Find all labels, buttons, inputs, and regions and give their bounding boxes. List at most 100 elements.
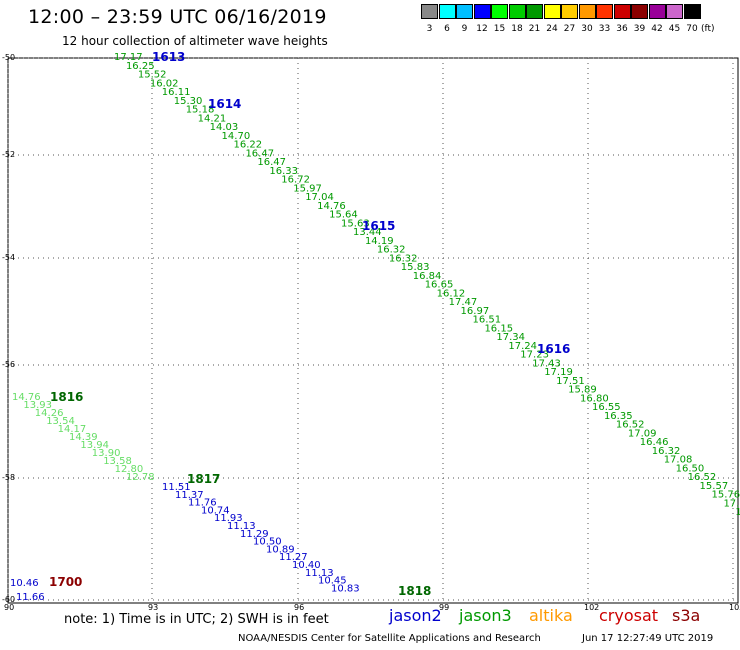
wave-height-value: 16.80 — [580, 393, 609, 404]
legend-swatch — [613, 4, 631, 19]
wave-height-value: 17.04 — [305, 192, 334, 203]
wave-height-value: 15.64 — [329, 210, 358, 221]
wave-height-value: 16.47 — [245, 148, 274, 159]
wave-height-value: 15.63 — [341, 218, 370, 229]
wave-height-value: 15.57 — [700, 481, 729, 492]
legend-label: 12 — [476, 24, 488, 34]
wave-height-value: 16.33 — [269, 166, 298, 177]
legend-swatch — [578, 4, 596, 19]
wave-height-value: 15.52 — [138, 70, 167, 81]
orbit-number-label: 1700 — [49, 575, 82, 589]
legend-swatch — [596, 4, 613, 19]
legend-label: 39 — [633, 24, 646, 34]
wave-height-value: 10.50 — [253, 537, 282, 548]
longitude-tick-label: 90 — [4, 603, 15, 612]
latitude-tick-label: -56 — [2, 360, 16, 369]
wave-height-value: 13.93 — [23, 400, 52, 411]
wave-height-value: 16.65 — [425, 280, 454, 291]
wave-height-value: 16.47 — [257, 157, 286, 168]
wave-height-value: 17.17 — [114, 52, 143, 63]
wave-height-value: 17.43 — [532, 358, 561, 369]
wave-height-value: 16.12 — [437, 288, 466, 299]
wave-height-value: 12.78 — [126, 472, 155, 483]
wave-height-value: 16.51 — [473, 315, 502, 326]
wave-height-value: 17.23 — [520, 350, 549, 361]
latitude-tick-label: -58 — [2, 473, 16, 482]
legend-swatch — [543, 4, 561, 19]
latitude-tick-label: -50 — [2, 53, 16, 62]
wave-height-value: 11.27 — [279, 552, 308, 563]
wave-height-value: 15.89 — [568, 385, 597, 396]
longitude-tick-label: 102 — [584, 603, 600, 612]
map-title: 12:00 – 23:59 UTC 06/16/2019 — [28, 6, 327, 28]
satellite-name: jason3 — [459, 606, 512, 625]
wave-height-value: 16.02 — [150, 78, 179, 89]
wave-height-value: 16.52 — [688, 472, 717, 483]
credit-text: NOAA/NESDIS Center for Satellite Applica… — [238, 633, 541, 644]
wave-height-value: 16.11 — [162, 87, 191, 98]
map-grid — [7, 57, 738, 603]
orbit-number-label: 1616 — [537, 342, 570, 356]
legend-label: 45 — [668, 24, 681, 34]
legend-label: 6 — [444, 24, 450, 34]
wave-height-value: 10.83 — [331, 583, 360, 594]
legend-swatch — [648, 4, 666, 19]
wave-height-value: 14.21 — [198, 113, 227, 124]
wave-height-value: 17.08 — [664, 455, 693, 466]
map-subtitle: 12 hour collection of altimeter wave hei… — [62, 34, 328, 48]
wave-height-value: 17.51 — [556, 376, 585, 387]
wave-height-value: 14.03 — [210, 122, 239, 133]
orbit-number-label: 1614 — [208, 97, 241, 111]
wave-height-value: 16.22 — [234, 140, 263, 151]
wave-height-value: 10.45 — [318, 576, 347, 587]
wave-height-value: 16.15 — [484, 323, 513, 334]
wave-height-value: 13.58 — [103, 456, 132, 467]
track-layer: 17.1716.2515.5216.0216.1115.3015.1814.21… — [12, 52, 740, 594]
legend-label: 30 — [581, 24, 593, 34]
wave-height-value: 17.24 — [508, 341, 537, 352]
wave-height-value: 11.37 — [175, 490, 204, 501]
longitude-tick-label: 99 — [439, 603, 450, 612]
wave-height-value: 11.29 — [240, 529, 269, 540]
timestamp-text: Jun 17 12:27:49 UTC 2019 — [582, 633, 714, 644]
legend-label: 70 — [686, 24, 698, 34]
wave-height-value: 15.18 — [186, 105, 215, 116]
satellite-name: altika — [529, 606, 573, 625]
legend-label: 15 — [493, 24, 506, 34]
legend-swatch — [456, 4, 473, 19]
legend-label: 42 — [651, 24, 663, 34]
wave-height-value: 14.19 — [365, 236, 394, 247]
wave-height-value: 11.93 — [214, 513, 243, 524]
orbit-number-label: 1615 — [362, 219, 395, 233]
wave-height-value: 15.83 — [401, 262, 430, 273]
wave-height-value: 17.19 — [544, 367, 573, 378]
wave-height-value: 14.76 — [12, 392, 41, 403]
longitude-tick-label: 93 — [148, 603, 159, 612]
wave-height-value: 13.54 — [46, 416, 75, 427]
satellite-name: jason2 — [389, 606, 442, 625]
wave-height-value: 16.84 — [413, 271, 442, 282]
legend-swatch — [473, 4, 491, 19]
orbit-number-label: 1817 — [187, 472, 220, 486]
latitude-tick-label: -52 — [2, 150, 16, 159]
wave-height-value: 10.74 — [201, 505, 230, 516]
wave-height-value: 16.32 — [652, 446, 681, 457]
wave-height-value: 17.47 — [449, 297, 478, 308]
wave-height-value: 14.26 — [35, 408, 64, 419]
legend-swatch — [508, 4, 526, 19]
legend-swatch — [666, 4, 683, 19]
map-frame — [7, 57, 739, 604]
latitude-tick-label: -60 — [2, 595, 16, 604]
wave-height-value: 11.76 — [188, 498, 217, 509]
wave-height-value: 14.39 — [69, 432, 98, 443]
wave-height-value: 15.76 — [712, 490, 740, 501]
wave-height-value: 10.40 — [292, 560, 321, 571]
legend-swatch — [421, 4, 438, 19]
wave-height-value: 16.25 — [126, 61, 155, 72]
wave-height-value: 11.51 — [162, 482, 191, 493]
legend-label: 24 — [546, 24, 558, 34]
orbit-number-label: 1613 — [152, 50, 185, 64]
wave-height-value: 10.89 — [266, 544, 295, 555]
satellite-name: cryosat — [599, 606, 659, 625]
